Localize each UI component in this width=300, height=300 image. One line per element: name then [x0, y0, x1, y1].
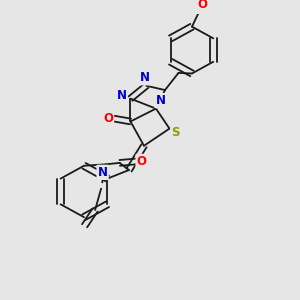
Text: N: N [98, 166, 108, 179]
Text: O: O [136, 155, 147, 168]
Text: N: N [155, 94, 166, 107]
Text: O: O [197, 0, 208, 11]
Text: O: O [103, 112, 113, 125]
Text: N: N [116, 89, 127, 102]
Text: S: S [171, 126, 180, 140]
Text: N: N [140, 71, 150, 84]
